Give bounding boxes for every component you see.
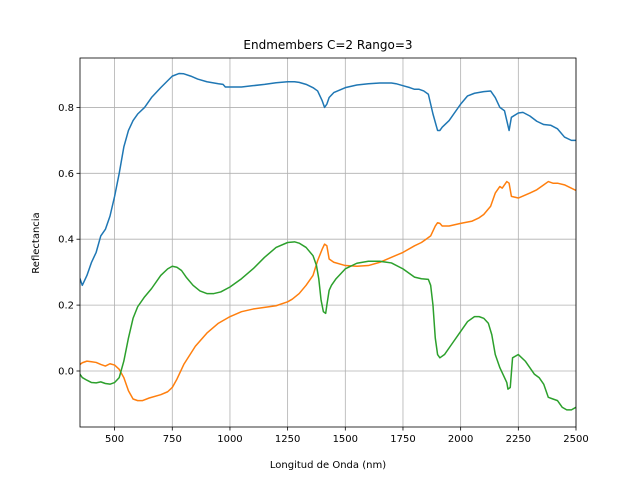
x-tick-label: 500	[105, 434, 124, 445]
y-tick-label: 0.6	[58, 169, 74, 180]
series-line-3	[80, 241, 576, 411]
x-tick-label: 2000	[448, 434, 473, 445]
series-line-2	[80, 180, 576, 402]
x-tick-label: 2250	[506, 434, 531, 445]
grid	[80, 58, 577, 427]
y-axis-label: Reflectancia	[31, 212, 42, 273]
y-tick-label: 0.4	[58, 235, 74, 246]
y-axis: 0.0 0.2 0.4 0.6 0.8	[58, 103, 80, 377]
y-tick-label: 0.2	[58, 301, 74, 312]
x-axis-label: Longitud de Onda (nm)	[270, 460, 386, 471]
x-tick-label: 1750	[390, 434, 415, 445]
plot-area	[80, 72, 576, 411]
y-tick-label: 0.0	[58, 366, 74, 377]
x-tick-label: 2500	[563, 434, 588, 445]
x-tick-label: 750	[163, 434, 182, 445]
x-tick-label: 1250	[275, 434, 300, 445]
chart-title: Endmembers C=2 Rango=3	[243, 38, 412, 52]
axes-frame	[79, 57, 577, 428]
y-tick-label: 0.8	[58, 103, 74, 114]
series-line-1	[80, 72, 576, 287]
x-tick-label: 1500	[333, 434, 358, 445]
x-axis: 500 750 1000 1250 1500 1750 2000 2250 2500	[105, 427, 589, 445]
x-tick-label: 1000	[217, 434, 242, 445]
